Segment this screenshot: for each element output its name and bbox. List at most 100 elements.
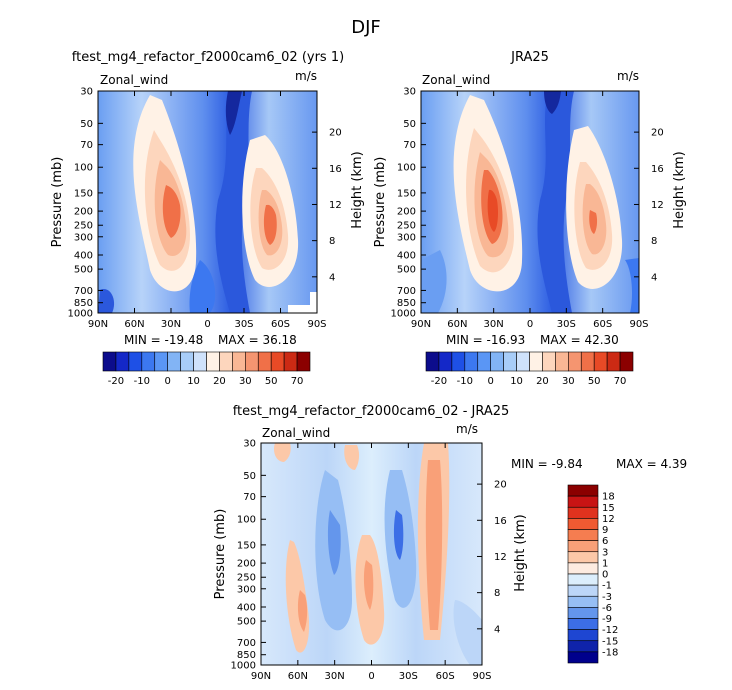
colorbar-label: 30 bbox=[562, 376, 575, 387]
height-tick-label: 16 bbox=[651, 164, 664, 175]
colorbar-box bbox=[154, 351, 168, 372]
colorbar-label: 20 bbox=[213, 376, 226, 387]
colorbar-label: 18 bbox=[602, 492, 615, 503]
colorbar-box bbox=[296, 351, 311, 372]
colorbar-label: -10 bbox=[134, 376, 150, 387]
y-tick-label: 300 bbox=[74, 232, 93, 243]
y-tick-label: 300 bbox=[237, 584, 256, 595]
y-tick-label: 200 bbox=[397, 207, 416, 218]
x-tick-label: 90N bbox=[88, 319, 108, 330]
colorbar-box bbox=[503, 351, 517, 372]
y-axis-label: Pressure (mb) bbox=[373, 157, 388, 248]
height-tick-label: 8 bbox=[494, 588, 500, 599]
y-tick-label: 850 bbox=[397, 298, 416, 309]
colorbar-label: 0 bbox=[602, 570, 608, 581]
colorbar-box bbox=[567, 651, 599, 664]
contour-field bbox=[421, 91, 639, 313]
colorbar-box bbox=[580, 351, 595, 372]
colorbar-box bbox=[567, 573, 599, 586]
y-tick-label: 500 bbox=[237, 617, 256, 628]
colorbar-box bbox=[245, 351, 259, 372]
height-tick-label: 4 bbox=[494, 624, 500, 635]
contour-field bbox=[261, 443, 482, 665]
colorbar-label: 30 bbox=[239, 376, 252, 387]
colorbar-label: 70 bbox=[614, 376, 627, 387]
x-tick-label: 60S bbox=[593, 319, 612, 330]
colorbar-box bbox=[141, 351, 156, 372]
colorbar-box bbox=[567, 584, 599, 597]
max-label: MAX = 4.39 bbox=[616, 457, 687, 471]
height-tick-label: 16 bbox=[494, 516, 507, 527]
height-tick-label: 4 bbox=[651, 272, 657, 283]
colorbar-label: 0 bbox=[165, 376, 171, 387]
y-tick-label: 850 bbox=[74, 298, 93, 309]
height-axis-label: Height (km) bbox=[513, 514, 528, 591]
colorbar-box bbox=[529, 351, 543, 372]
colorbar-box bbox=[193, 351, 207, 372]
colorbar-box bbox=[555, 351, 569, 372]
axes: 90N 60N 30N 0 30S 60S 90S 30 50 70 100 150 200 250300… bbox=[391, 87, 664, 331]
colorbar-box bbox=[516, 351, 530, 372]
height-tick-label: 12 bbox=[651, 200, 664, 211]
y-tick-label: 300 bbox=[397, 232, 416, 243]
colorbar-box bbox=[167, 351, 181, 372]
y-tick-label: 500 bbox=[74, 265, 93, 276]
colorbar-label: -12 bbox=[602, 625, 618, 636]
y-tick-label: 700 bbox=[397, 286, 416, 297]
y-tick-label: 1000 bbox=[231, 661, 256, 672]
x-tick-label: 30N bbox=[161, 319, 181, 330]
y-tick-label: 30 bbox=[243, 439, 256, 450]
height-tick-label: 4 bbox=[329, 272, 335, 283]
season-title: DJF bbox=[351, 17, 381, 38]
panel-obs: JRA25 Zonal_wind m/s 90N 60N 30N 0 30S 60S 90S… bbox=[373, 50, 687, 387]
colorbar-box bbox=[542, 351, 556, 372]
y-tick-label: 250 bbox=[74, 221, 93, 232]
height-tick-label: 8 bbox=[329, 236, 335, 247]
colorbar-box bbox=[567, 506, 599, 519]
units-label: m/s bbox=[617, 69, 639, 83]
colorbar-box bbox=[593, 351, 608, 372]
height-axis-label: Height (km) bbox=[672, 151, 687, 228]
units-label: m/s bbox=[295, 69, 317, 83]
colorbar-label: -3 bbox=[602, 592, 612, 603]
colorbar-box bbox=[567, 640, 599, 653]
colorbar-box bbox=[425, 351, 440, 372]
colorbar-box bbox=[568, 351, 582, 372]
colorbar-label: 3 bbox=[602, 547, 608, 558]
colorbar-box bbox=[477, 351, 491, 372]
height-axis-label: Height (km) bbox=[350, 151, 365, 228]
contour-field bbox=[98, 91, 317, 313]
height-tick-label: 12 bbox=[329, 200, 342, 211]
colorbar-box bbox=[219, 351, 233, 372]
colorbar-box bbox=[567, 607, 599, 619]
y-tick-label: 100 bbox=[237, 515, 256, 526]
y-tick-label: 70 bbox=[243, 492, 256, 503]
colorbar-label: -15 bbox=[602, 636, 618, 647]
height-tick-label: 12 bbox=[494, 552, 507, 563]
axes: 90N 60N 30N 0 30S 60S 90S 30 50 70 100 150 200 250300… bbox=[68, 87, 342, 331]
panel-title: ftest_mg4_refactor_f2000cam6_02 - JRA25 bbox=[233, 404, 510, 419]
colorbar-label: -10 bbox=[457, 376, 473, 387]
colorbar-label: 10 bbox=[187, 376, 200, 387]
colorbar-box bbox=[115, 351, 130, 372]
colorbar-box bbox=[606, 351, 621, 372]
y-tick-label: 700 bbox=[237, 638, 256, 649]
y-tick-label: 200 bbox=[74, 207, 93, 218]
x-tick-label: 30S bbox=[557, 319, 576, 330]
y-axis-label: Pressure (mb) bbox=[50, 157, 65, 248]
min-label: MIN = -16.93 bbox=[446, 333, 525, 347]
y-tick-label: 200 bbox=[237, 559, 256, 570]
colorbar-box bbox=[567, 551, 599, 564]
axes: 90N 60N 30N 0 30S 60S 90S 30 50 70 100 150 200 250300… bbox=[231, 439, 507, 683]
colorbar-box bbox=[180, 351, 194, 372]
y-tick-label: 150 bbox=[397, 188, 416, 199]
y-tick-label: 250 bbox=[237, 573, 256, 584]
colorbar-label: 20 bbox=[536, 376, 549, 387]
colorbar-box bbox=[567, 495, 599, 508]
y-axis-label: Pressure (mb) bbox=[213, 509, 228, 600]
variable-label: Zonal_wind bbox=[100, 73, 168, 87]
x-tick-label: 60N bbox=[124, 319, 144, 330]
colorbar-box bbox=[438, 351, 453, 372]
